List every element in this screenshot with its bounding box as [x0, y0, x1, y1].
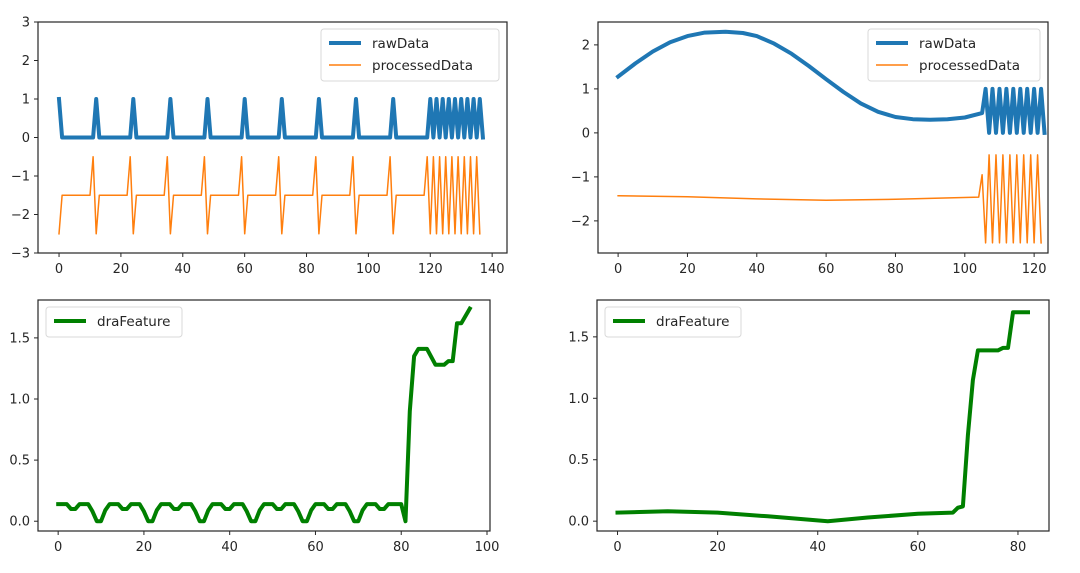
legend-label-processedData: processedData — [919, 58, 1020, 74]
y-tick-label: 1 — [582, 82, 590, 97]
x-tick-label: 0 — [54, 540, 62, 555]
axes-frame — [37, 299, 491, 532]
x-tick-label: 20 — [679, 262, 696, 277]
y-tick-label: −1 — [11, 170, 30, 185]
legend-box — [604, 306, 742, 338]
legend: rawData processedData — [867, 28, 1041, 82]
legend: draFeature — [45, 306, 183, 338]
y-tick-label: 1.5 — [9, 331, 30, 346]
x-tick-label: 60 — [307, 540, 324, 555]
series-line-draFeature — [56, 305, 473, 524]
x-tick-label: 20 — [113, 262, 130, 277]
axes-frame — [596, 299, 1050, 532]
x-tick-label: 80 — [393, 540, 410, 555]
legend: draFeature — [604, 306, 742, 338]
y-tick-label: 0 — [22, 131, 30, 146]
y-tick-label: −1 — [571, 170, 590, 185]
x-tick-label: 20 — [136, 540, 153, 555]
x-tick-label: 40 — [221, 540, 238, 555]
series-line-rawData — [615, 29, 1047, 136]
x-tick-label: 100 — [475, 540, 500, 555]
legend-label-rawData: rawData — [919, 36, 976, 52]
subplot-bottom-left: 0 20 40 60 80 100 0.0 0.5 1.0 1.5 draFeature — [9, 299, 500, 555]
y-tick-label: −2 — [11, 208, 30, 223]
y-tick-label: 0.5 — [568, 453, 589, 468]
legend: rawData processedData — [320, 28, 500, 82]
y-tick-label: 1.0 — [568, 392, 589, 407]
x-tick-label: 140 — [480, 262, 505, 277]
x-tick-label: 60 — [818, 262, 835, 277]
x-tick-label: 80 — [298, 262, 315, 277]
y-tick-label: 3 — [22, 16, 30, 31]
x-tick-label: 80 — [887, 262, 904, 277]
x-tick-label: 40 — [749, 262, 766, 277]
legend-box — [320, 28, 500, 82]
y-tick-label: −2 — [571, 214, 590, 229]
series-line-draFeature — [615, 310, 1030, 524]
legend-label-processedData: processedData — [372, 58, 473, 74]
x-tick-label: 40 — [809, 540, 826, 555]
axes-frame — [597, 21, 1049, 254]
y-tick-label: 0 — [582, 126, 590, 141]
y-tick-label: 1.0 — [9, 393, 30, 408]
y-tick-label: 2 — [22, 54, 30, 69]
y-tick-label: 2 — [582, 38, 590, 53]
x-tick-label: 60 — [910, 540, 927, 555]
legend-label-draFeature: draFeature — [656, 314, 729, 330]
x-tick-label: 20 — [709, 540, 726, 555]
y-tick-label: 0.0 — [568, 515, 589, 530]
subplot-bottom-right: 0 20 40 60 80 0.0 0.5 1.0 1.5 draFeature — [568, 299, 1050, 555]
x-tick-label: 120 — [1022, 262, 1047, 277]
x-tick-label: 100 — [952, 262, 977, 277]
subplot-top-right: 0 20 40 60 80 100 120 −2 −1 0 1 2 rawData processedDa… — [571, 21, 1049, 277]
y-tick-label: 0.0 — [9, 515, 30, 530]
x-tick-label: 60 — [236, 262, 253, 277]
y-tick-label: 0.5 — [9, 454, 30, 469]
x-tick-label: 40 — [175, 262, 192, 277]
x-tick-label: 0 — [55, 262, 63, 277]
series-line-processedData — [617, 154, 1042, 244]
series-line-processedData — [58, 156, 481, 235]
y-tick-label: −3 — [11, 247, 30, 262]
x-tick-label: 100 — [356, 262, 381, 277]
legend-box — [867, 28, 1041, 82]
legend-label-draFeature: draFeature — [97, 314, 170, 330]
x-tick-label: 0 — [613, 540, 621, 555]
subplot-top-left: 0 20 40 60 80 100 120 140 −3 −2 −1 0 1 2 3 rawData proce… — [11, 16, 508, 277]
legend-box — [45, 306, 183, 338]
x-tick-label: 0 — [614, 262, 622, 277]
series-line-rawData — [56, 96, 486, 140]
legend-label-rawData: rawData — [372, 36, 429, 52]
x-tick-label: 120 — [418, 262, 443, 277]
y-tick-label: 1 — [22, 93, 30, 108]
y-tick-label: 1.5 — [568, 330, 589, 345]
x-tick-label: 80 — [1010, 540, 1027, 555]
